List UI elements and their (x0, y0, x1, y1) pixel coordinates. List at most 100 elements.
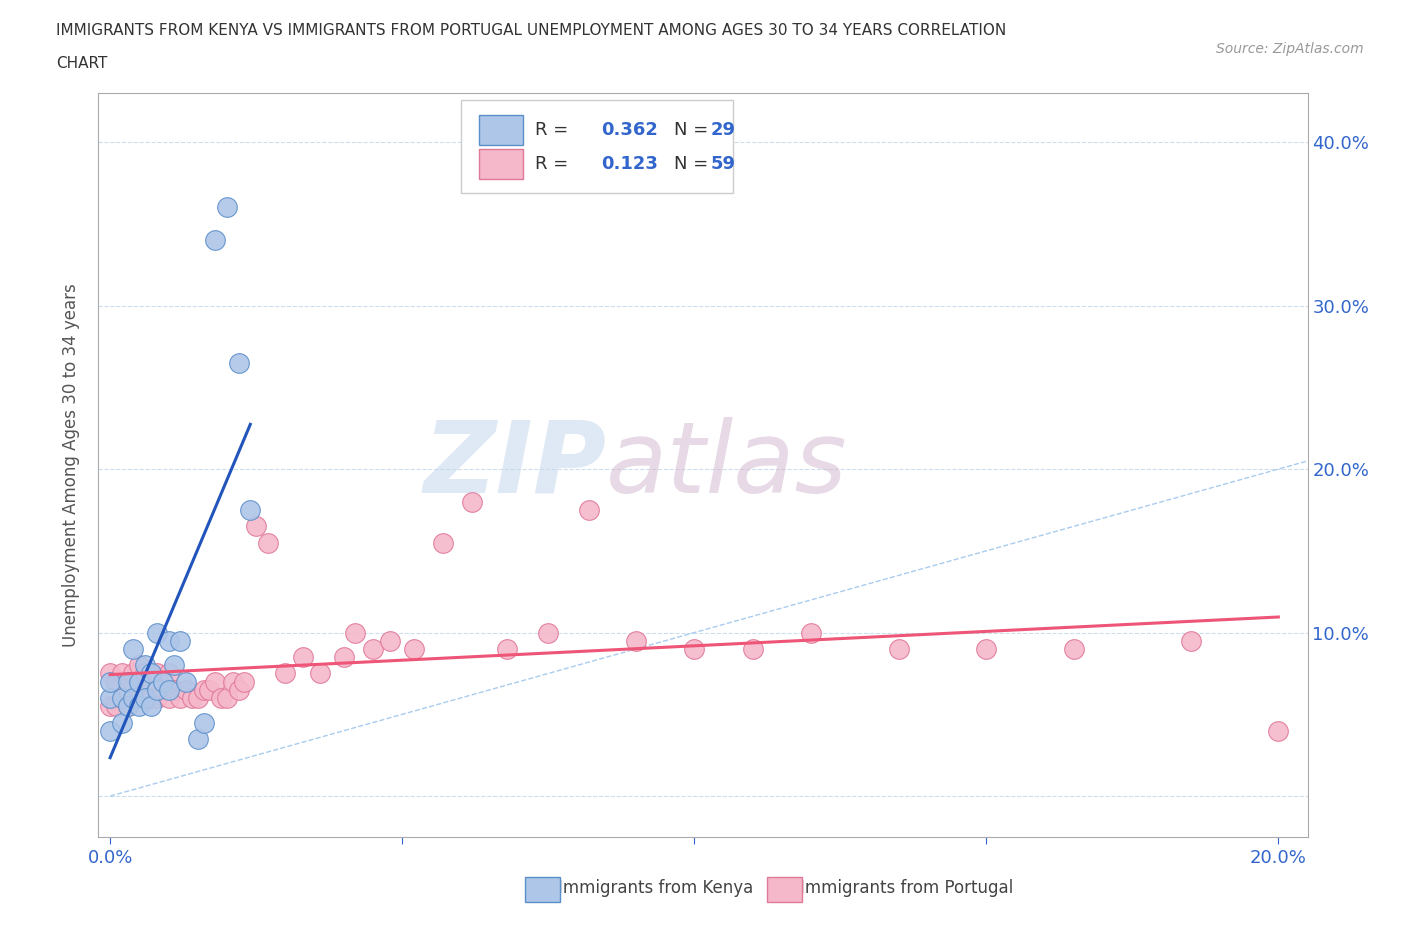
Point (402, 642, 425, 657)
Point (111, 715, 134, 730)
Point (174, 674, 197, 689)
FancyBboxPatch shape (479, 115, 523, 145)
Point (152, 674, 174, 689)
Point (741, 642, 763, 657)
Point (461, 495, 484, 510)
Point (122, 691, 145, 706)
Point (163, 683, 186, 698)
Point (128, 658, 150, 672)
Point (683, 642, 706, 657)
Point (163, 658, 186, 672)
Point (98, 698, 121, 713)
Point (157, 691, 180, 706)
FancyBboxPatch shape (526, 877, 561, 902)
Point (291, 650, 314, 665)
Text: ZIP: ZIP (423, 417, 606, 513)
Point (98, 691, 121, 706)
Point (111, 691, 134, 706)
Point (139, 691, 162, 706)
Point (274, 666, 297, 681)
Point (228, 683, 250, 698)
Point (209, 691, 232, 706)
Point (111, 666, 134, 681)
Point (152, 683, 174, 698)
Text: R =: R = (534, 154, 574, 173)
Point (128, 691, 150, 706)
Y-axis label: Unemployment Among Ages 30 to 34 years: Unemployment Among Ages 30 to 34 years (62, 283, 80, 647)
Point (139, 698, 162, 713)
Point (134, 691, 156, 706)
Point (139, 666, 162, 681)
Point (204, 232, 226, 247)
Point (496, 642, 519, 657)
Point (380, 633, 402, 648)
Text: atlas: atlas (606, 417, 848, 513)
Point (146, 683, 169, 698)
Point (215, 691, 238, 706)
Point (122, 666, 145, 681)
Point (180, 691, 202, 706)
Point (332, 650, 354, 665)
Point (578, 502, 600, 517)
Text: IMMIGRANTS FROM KENYA VS IMMIGRANTS FROM PORTUGAL UNEMPLOYMENT AMONG AGES 30 TO : IMMIGRANTS FROM KENYA VS IMMIGRANTS FROM… (56, 23, 1007, 38)
Point (239, 502, 262, 517)
Point (193, 683, 215, 698)
Point (104, 698, 127, 713)
Point (204, 674, 226, 689)
Point (117, 674, 139, 689)
Point (974, 642, 997, 657)
Point (233, 674, 256, 689)
Point (256, 536, 278, 551)
Text: Immigrants from Kenya: Immigrants from Kenya (558, 879, 754, 897)
Text: 29: 29 (710, 121, 735, 140)
Point (1267, 724, 1289, 738)
Point (1063, 642, 1085, 657)
Point (146, 625, 169, 640)
FancyBboxPatch shape (768, 877, 803, 902)
Point (624, 633, 647, 648)
Point (361, 642, 384, 657)
Point (537, 625, 560, 640)
Point (122, 642, 145, 657)
Text: 59: 59 (710, 154, 735, 173)
FancyBboxPatch shape (461, 100, 734, 193)
Point (169, 633, 191, 648)
Text: Source: ZipAtlas.com: Source: ZipAtlas.com (1216, 42, 1364, 56)
Point (174, 683, 197, 698)
Point (169, 691, 191, 706)
Point (128, 698, 150, 713)
Point (104, 674, 127, 689)
Text: R =: R = (534, 121, 574, 140)
Point (432, 536, 454, 551)
Text: 0.123: 0.123 (602, 154, 658, 173)
Point (98, 674, 121, 689)
Point (128, 674, 150, 689)
Point (146, 666, 169, 681)
Point (117, 698, 139, 713)
Point (157, 683, 180, 698)
Point (111, 691, 134, 706)
Point (134, 666, 156, 681)
Point (187, 732, 209, 747)
Point (122, 691, 145, 706)
Text: N =: N = (673, 121, 714, 140)
Text: N =: N = (673, 154, 714, 173)
Point (1180, 633, 1202, 648)
Text: 0.362: 0.362 (602, 121, 658, 140)
Point (157, 633, 180, 648)
Point (128, 674, 150, 689)
Point (228, 355, 250, 370)
Point (98, 724, 121, 738)
Point (215, 200, 238, 215)
Text: CHART: CHART (56, 56, 108, 71)
Point (146, 691, 169, 706)
Point (800, 625, 823, 640)
Point (117, 674, 139, 689)
Point (193, 715, 215, 730)
Point (139, 674, 162, 689)
Point (887, 642, 910, 657)
Point (134, 658, 156, 672)
Point (222, 674, 245, 689)
Point (98, 666, 121, 681)
Point (117, 698, 139, 713)
